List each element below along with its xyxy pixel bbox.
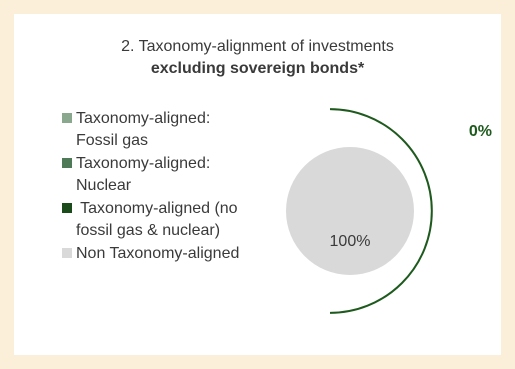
legend-label-nuclear-line1: Taxonomy-aligned:	[76, 155, 211, 172]
pie-chart: 100% 0%	[286, 108, 492, 314]
legend-item-non-taxonomy-aligned: Non Taxonomy-aligned	[62, 243, 292, 265]
chart-panel: 2. Taxonomy-alignment of investments exc…	[14, 14, 501, 355]
data-label-taxonomy-aligned: 0%	[469, 123, 492, 140]
legend-label-fossil-gas-line1: Taxonomy-aligned:	[76, 110, 211, 127]
legend-label-taxonomy-aligned-other-line2: fossil gas & nuclear)	[76, 222, 221, 239]
data-label-non-taxonomy-aligned: 100%	[330, 233, 371, 250]
chart-title: 2. Taxonomy-alignment of investments exc…	[14, 36, 501, 80]
legend: Taxonomy-aligned: Fossil gas Taxonomy-al…	[62, 108, 292, 266]
legend-label-fossil-gas-line2: Fossil gas	[76, 132, 149, 149]
legend-swatch-fossil-gas	[62, 113, 72, 123]
chart-title-line2: excluding sovereign bonds*	[150, 60, 365, 77]
legend-label-taxonomy-aligned-other-line1: Taxonomy-aligned (no	[76, 200, 238, 217]
pie-layer	[286, 147, 414, 275]
legend-label-non-taxonomy-aligned: Non Taxonomy-aligned	[76, 245, 240, 262]
legend-label-nuclear-line2: Nuclear	[76, 177, 132, 194]
legend-item-taxonomy-aligned-other: Taxonomy-aligned (no fossil gas & nuclea…	[62, 198, 292, 242]
taxonomy-aligned-arc	[329, 108, 433, 314]
legend-swatch-taxonomy-aligned-other	[62, 203, 72, 213]
legend-swatch-nuclear	[62, 158, 72, 168]
legend-item-nuclear: Taxonomy-aligned: Nuclear	[62, 153, 292, 197]
legend-item-fossil-gas: Taxonomy-aligned: Fossil gas	[62, 108, 292, 152]
pie-slice-non-taxonomy-aligned	[286, 147, 414, 275]
legend-swatch-non-taxonomy-aligned	[62, 248, 72, 258]
chart-title-line1: 2. Taxonomy-alignment of investments	[121, 38, 394, 55]
